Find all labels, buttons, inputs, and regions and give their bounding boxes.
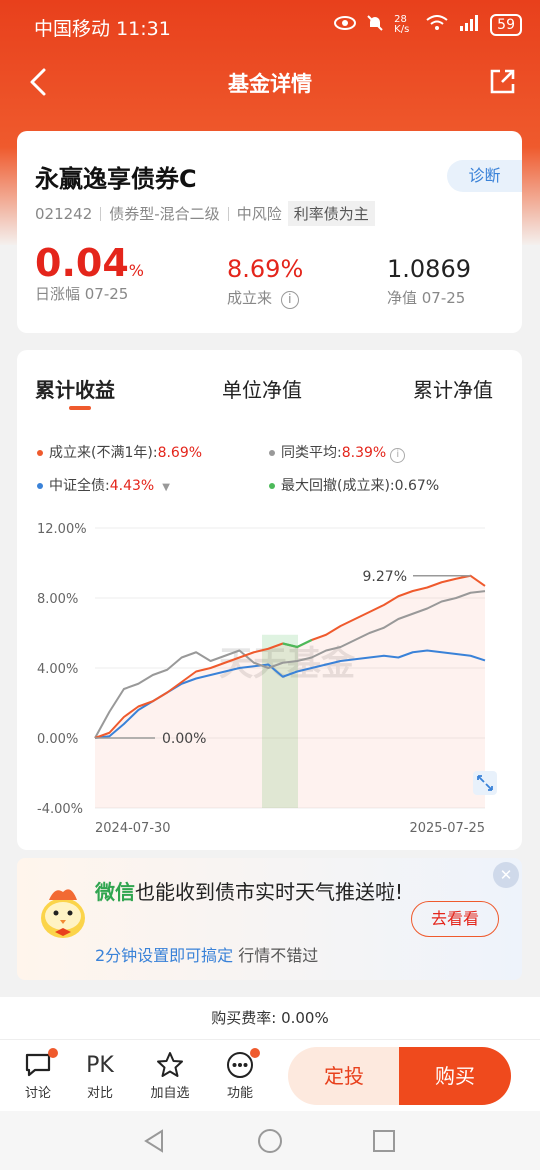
max-annotation-label: 9.27% [363, 569, 407, 585]
watermark: 天天基金 [219, 644, 356, 684]
fund-name: 永赢逸享债券C [35, 165, 197, 193]
since-inception-label: 成立来 i [227, 287, 303, 309]
chart-tabs: 累计收益 单位净值 累计净值 [17, 370, 522, 410]
fund-type: 债券型-混合二级 [109, 205, 220, 223]
buy-button[interactable]: 购买 [399, 1047, 511, 1105]
daily-change-value: 0.04% [35, 241, 144, 285]
share-icon [490, 69, 515, 94]
recents-square-icon[interactable] [373, 1130, 395, 1152]
legend-dot [37, 450, 43, 456]
pk-icon: PK [86, 1052, 114, 1078]
chat-bubble-icon [8, 1048, 68, 1082]
share-button[interactable] [488, 68, 516, 96]
tab-unit-nav[interactable]: 单位净值 [222, 378, 302, 402]
add-watchlist-label: 加自选 [150, 1086, 190, 1101]
x-tick-label: 2025-07-25 [409, 821, 485, 836]
y-tick-label: 12.00% [37, 522, 87, 537]
fund-meta: 021242 债券型-混合二级 中风险 利率债为主 [35, 201, 375, 226]
info-icon[interactable]: i [280, 291, 299, 309]
divider [100, 206, 102, 221]
discuss-label: 讨论 [24, 1086, 51, 1101]
home-circle-icon[interactable] [258, 1129, 282, 1153]
system-nav-bar [0, 1111, 540, 1170]
fund-summary-card: 永赢逸享债券C 诊断 021242 债券型-混合二级 中风险 利率债为主 0.0… [17, 131, 522, 333]
since-inception-stat: 8.69% 成立来 i [227, 255, 303, 309]
back-triangle-icon[interactable] [144, 1129, 163, 1153]
start-annotation-label: 0.00% [162, 731, 206, 747]
functions-label: 功能 [226, 1086, 253, 1101]
close-icon: ✕ [499, 866, 513, 884]
carrier: 中国移动 [34, 18, 111, 40]
bottom-action-bar: 讨论 PK 对比 加自选 功能 定投 购买 [0, 1039, 540, 1111]
nav-label: 净值 07-25 [387, 289, 466, 307]
y-tick-label: 8.00% [37, 592, 78, 607]
legend-dot [269, 450, 275, 456]
eye-icon [334, 15, 357, 35]
legend-fund: 成立来(不满1年):8.69% [37, 442, 202, 462]
net-speed: 28 K/s [394, 14, 410, 35]
purchase-fee: 购买费率: 0.00% [0, 997, 540, 1039]
legend-dot [269, 483, 275, 489]
signal-icon [458, 15, 480, 35]
wifi-icon [426, 15, 448, 35]
since-inception-value: 8.69% [227, 255, 304, 283]
x-tick-label: 2024-07-30 [95, 821, 171, 836]
banner-title: 微信也能收到债市实时天气推送啦! [95, 880, 404, 904]
wechat-promo-banner[interactable]: 微信也能收到债市实时天气推送啦! 2分钟设置即可搞定 行情不错过 去看看 [17, 858, 522, 980]
caret-down-icon[interactable]: ▼ [162, 482, 170, 493]
banner-close-button[interactable]: ✕ [493, 862, 519, 888]
info-icon[interactable]: i [390, 448, 406, 463]
auto-invest-button[interactable]: 定投 [288, 1047, 400, 1105]
functions-button[interactable]: 功能 [210, 1048, 270, 1101]
add-watchlist-button[interactable]: 加自选 [140, 1048, 200, 1101]
mute-bell-icon [366, 14, 384, 36]
series-line-peer [94, 590, 486, 739]
expand-icon[interactable] [473, 771, 497, 795]
fund-code: 021242 [35, 204, 93, 223]
legend-index[interactable]: 中证全债:4.43% ▼ [37, 475, 170, 495]
banner-subtitle: 2分钟设置即可搞定 行情不错过 [95, 946, 319, 965]
return-chart[interactable]: 12.00% 8.00% 4.00% 0.00% -4.00% 天天基金 9.27% 0.00… [17, 510, 522, 840]
more-icon [210, 1048, 270, 1082]
fund-tag: 利率债为主 [287, 201, 375, 226]
compare-label: 对比 [86, 1086, 113, 1101]
notification-dot [48, 1048, 58, 1058]
daily-change-stat: 0.04% 日涨幅 07-25 [35, 241, 144, 304]
fund-risk: 中风险 [236, 205, 282, 223]
y-tick-label: 4.00% [37, 662, 78, 677]
drawdown-line [282, 639, 313, 649]
status-right: 28 K/s 59 [334, 14, 522, 36]
nav-stat: 1.0869 净值 07-25 [387, 255, 471, 308]
legend-dot [37, 483, 43, 489]
discuss-button[interactable]: 讨论 [8, 1048, 68, 1101]
clock: 11:31 [116, 18, 171, 40]
battery-indicator: 59 [490, 14, 522, 36]
daily-change-label: 日涨幅 07-25 [35, 285, 129, 303]
mascot-icon [35, 882, 91, 942]
y-tick-label: -4.00% [37, 802, 83, 817]
back-button[interactable] [26, 64, 54, 100]
diagnose-button[interactable]: 诊断 [447, 160, 522, 192]
star-icon [140, 1048, 200, 1082]
tab-cumulative-nav[interactable]: 累计净值 [413, 378, 493, 402]
page-title: 基金详情 [228, 72, 312, 96]
legend-drawdown: 最大回撤(成立来):0.67% [269, 475, 439, 495]
nav-bar: 基金详情 [0, 52, 540, 112]
status-bar: 中国移动 11:31 28 K/s 59 [0, 0, 540, 52]
legend-peer: 同类平均:8.39% i [269, 442, 406, 463]
divider [227, 206, 229, 221]
active-tab-indicator [69, 406, 91, 410]
nav-value: 1.0869 [387, 255, 471, 283]
fund-area [95, 575, 485, 808]
compare-button[interactable]: PK 对比 [70, 1048, 130, 1102]
y-tick-label: 0.00% [37, 732, 78, 747]
expand-icon-glyph [477, 775, 493, 791]
chevron-left-icon [30, 68, 46, 96]
status-left: 中国移动 11:31 [34, 14, 171, 41]
performance-card: 累计收益 单位净值 累计净值 成立来(不满1年):8.69% 同类平均:8.39… [17, 350, 522, 850]
banner-go-button[interactable]: 去看看 [411, 901, 499, 937]
tab-cumulative-return[interactable]: 累计收益 [35, 378, 115, 402]
notification-dot [250, 1048, 260, 1058]
